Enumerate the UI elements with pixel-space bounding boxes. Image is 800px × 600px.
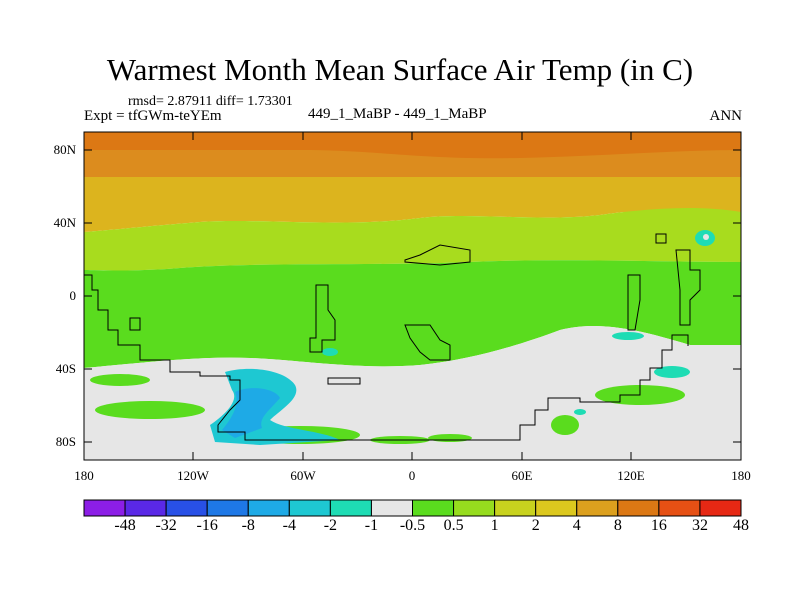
colorbar-swatch	[535, 499, 578, 517]
colorbar	[83, 499, 742, 517]
colorbar-swatch	[370, 499, 413, 517]
colorbar-swatch	[329, 499, 372, 517]
x-tick-label: 180	[731, 468, 751, 483]
x-tick-label: 0	[408, 468, 416, 483]
colorbar-swatch	[617, 499, 660, 517]
x-tick-label: 120E	[617, 468, 645, 483]
colorbar-label: -48	[114, 517, 136, 534]
y-tick-label: 80S	[55, 434, 76, 449]
y-tick-label: 80N	[53, 142, 76, 157]
colorbar-label: -8	[241, 517, 255, 534]
x-tick-label: 60E	[511, 468, 533, 483]
colorbar-swatch	[699, 499, 742, 517]
y-tick-label: 40S	[55, 361, 76, 376]
colorbar-swatch	[165, 499, 208, 517]
colorbar-label: 48	[733, 517, 749, 534]
colorbar-swatch	[288, 499, 331, 517]
colorbar-label: -16	[196, 517, 218, 534]
colorbar-label: -4	[282, 517, 296, 534]
colorbar-swatch	[494, 499, 537, 517]
colorbar-label: 16	[650, 517, 667, 534]
coastline-outlines	[84, 233, 701, 441]
case-label: 449_1_MaBP - 449_1_MaBP	[308, 106, 487, 122]
colorbar-label: -32	[155, 517, 177, 534]
colorbar-swatch	[576, 499, 619, 517]
colorbar-swatch	[206, 499, 249, 517]
colorbar-label: 0.5	[443, 517, 464, 534]
colorbar-swatch	[658, 499, 701, 517]
x-tick-label: 120W	[177, 468, 209, 483]
y-tick-label: 0	[69, 288, 77, 303]
x-tick-label: 180	[74, 468, 94, 483]
colorbar-swatch	[124, 499, 167, 517]
colorbar-swatch	[453, 499, 496, 517]
colorbar-swatch	[247, 499, 290, 517]
colorbar-label: -0.5	[399, 517, 426, 534]
map-field	[84, 132, 741, 460]
colorbar-label: 32	[691, 517, 708, 534]
colorbar-swatch	[412, 499, 455, 517]
colorbar-label: 2	[531, 517, 540, 534]
colorbar-label: 8	[613, 517, 622, 534]
colorbar-label: -1	[364, 517, 379, 534]
season-label: ANN	[709, 108, 743, 124]
y-ticks	[84, 149, 741, 443]
x-ticks	[192, 132, 632, 460]
y-tick-label: 40N	[53, 215, 76, 230]
experiment-label: Expt = tfGWm-teYEm	[84, 108, 222, 124]
colorbar-swatch	[83, 499, 126, 517]
colorbar-label: 1	[490, 517, 499, 534]
plot-title: Warmest Month Mean Surface Air Temp (in …	[106, 52, 694, 87]
colorbar-label: -2	[323, 517, 338, 534]
x-tick-label: 60W	[290, 468, 316, 483]
stats-line: rmsd= 2.87911 diff= 1.73301	[128, 94, 293, 109]
colorbar-label: 4	[572, 517, 581, 534]
